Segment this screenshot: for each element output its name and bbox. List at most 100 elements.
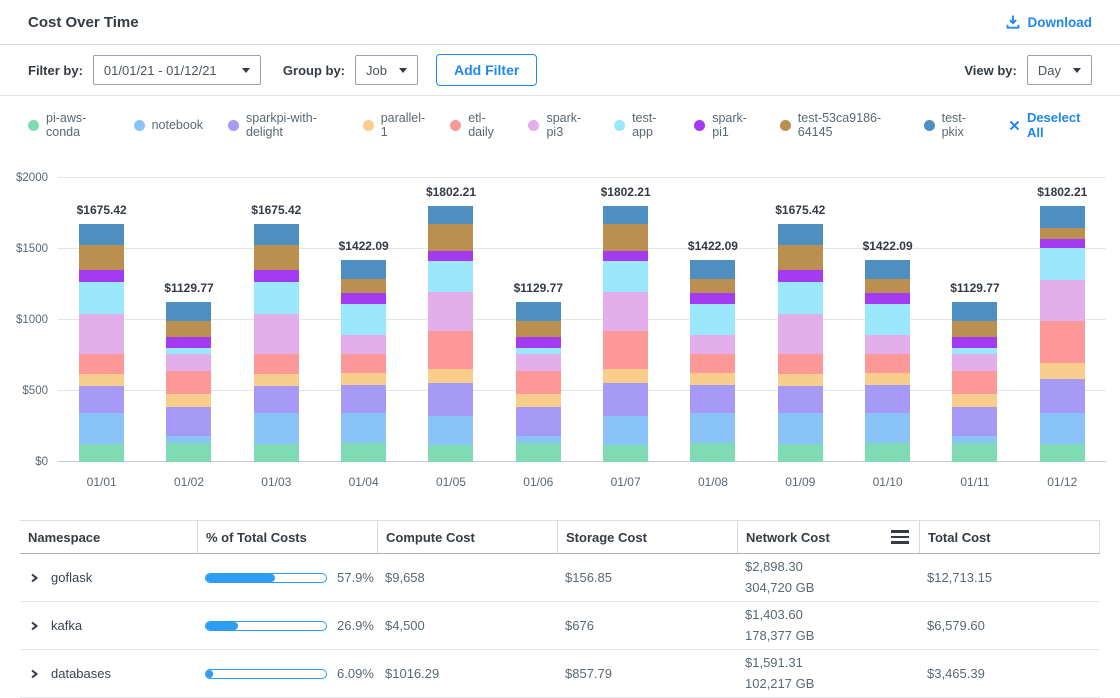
bar-segment-sparkpi-with-delight[interactable]: [690, 385, 735, 413]
stacked-bar-01/12[interactable]: [1040, 206, 1085, 462]
chevron-right-icon[interactable]: [28, 620, 40, 632]
bar-segment-test-pkix[interactable]: [778, 224, 823, 245]
bar-segment-parallel-1[interactable]: [341, 373, 386, 385]
bar-segment-spark-pi3[interactable]: [603, 292, 648, 331]
stacked-bar-01/09[interactable]: [778, 224, 823, 462]
bar-segment-test-53ca9186-64145[interactable]: [952, 321, 997, 337]
bar-segment-test-53ca9186-64145[interactable]: [516, 321, 561, 337]
bar-segment-test-pkix[interactable]: [603, 206, 648, 224]
bar-segment-test-pkix[interactable]: [79, 224, 124, 245]
bar-segment-test-app[interactable]: [254, 282, 299, 314]
bar-segment-sparkpi-with-delight[interactable]: [79, 386, 124, 413]
stacked-bar-01/01[interactable]: [79, 224, 124, 462]
legend-item-notebook[interactable]: notebook: [134, 118, 203, 132]
bar-segment-test-pkix[interactable]: [690, 260, 735, 279]
bar-segment-test-pkix[interactable]: [166, 302, 211, 321]
bar-segment-test-app[interactable]: [1040, 248, 1085, 279]
bar-segment-test-app[interactable]: [603, 261, 648, 293]
bar-segment-spark-pi3[interactable]: [516, 354, 561, 371]
bar-segment-spark-pi1[interactable]: [341, 293, 386, 304]
chevron-right-icon[interactable]: [28, 572, 40, 584]
bar-segment-test-53ca9186-64145[interactable]: [1040, 228, 1085, 239]
bar-segment-spark-pi1[interactable]: [166, 337, 211, 348]
bar-segment-spark-pi1[interactable]: [690, 293, 735, 304]
bar-segment-test-app[interactable]: [778, 282, 823, 314]
stacked-bar-01/10[interactable]: [865, 260, 910, 462]
bar-segment-spark-pi1[interactable]: [254, 270, 299, 282]
bar-segment-notebook[interactable]: [603, 416, 648, 445]
legend-item-etl-daily[interactable]: etl-daily: [450, 111, 503, 139]
bar-segment-sparkpi-with-delight[interactable]: [341, 385, 386, 413]
bar-segment-pi-aws-conda[interactable]: [516, 443, 561, 462]
bar-segment-spark-pi3[interactable]: [778, 314, 823, 354]
bar-segment-test-53ca9186-64145[interactable]: [341, 279, 386, 293]
bar-segment-spark-pi1[interactable]: [79, 270, 124, 282]
bar-segment-pi-aws-conda[interactable]: [778, 444, 823, 462]
bar-segment-spark-pi3[interactable]: [1040, 280, 1085, 322]
legend-item-test-app[interactable]: test-app: [614, 111, 669, 139]
stacked-bar-01/03[interactable]: [254, 224, 299, 462]
bar-segment-sparkpi-with-delight[interactable]: [428, 383, 473, 416]
bar-segment-test-53ca9186-64145[interactable]: [603, 224, 648, 252]
legend-item-test-53ca9186-64145[interactable]: test-53ca9186-64145: [780, 111, 899, 139]
bar-segment-test-app[interactable]: [690, 304, 735, 335]
bar-segment-spark-pi3[interactable]: [690, 335, 735, 354]
legend-item-pi-aws-conda[interactable]: pi-aws-conda: [28, 111, 109, 139]
bar-segment-parallel-1[interactable]: [690, 373, 735, 385]
bar-segment-pi-aws-conda[interactable]: [166, 443, 211, 462]
bar-segment-sparkpi-with-delight[interactable]: [778, 386, 823, 413]
bar-segment-etl-daily[interactable]: [690, 354, 735, 373]
bar-segment-test-pkix[interactable]: [1040, 206, 1085, 228]
bar-segment-parallel-1[interactable]: [254, 374, 299, 387]
bar-segment-parallel-1[interactable]: [865, 373, 910, 385]
bar-segment-test-53ca9186-64145[interactable]: [79, 245, 124, 270]
deselect-all-button[interactable]: Deselect All: [1009, 110, 1092, 140]
bar-segment-test-53ca9186-64145[interactable]: [166, 321, 211, 337]
stacked-bar-01/02[interactable]: [166, 302, 211, 462]
bar-segment-etl-daily[interactable]: [166, 371, 211, 394]
bar-segment-sparkpi-with-delight[interactable]: [1040, 379, 1085, 413]
bar-segment-spark-pi3[interactable]: [166, 354, 211, 371]
bar-segment-test-53ca9186-64145[interactable]: [865, 279, 910, 293]
stacked-bar-01/07[interactable]: [603, 206, 648, 462]
bar-segment-spark-pi1[interactable]: [778, 270, 823, 282]
bar-segment-pi-aws-conda[interactable]: [603, 445, 648, 462]
bar-segment-etl-daily[interactable]: [778, 354, 823, 374]
bar-segment-spark-pi3[interactable]: [341, 335, 386, 354]
bar-segment-spark-pi1[interactable]: [516, 337, 561, 348]
bar-segment-test-app[interactable]: [79, 282, 124, 314]
bar-segment-sparkpi-with-delight[interactable]: [254, 386, 299, 413]
bar-segment-spark-pi1[interactable]: [603, 251, 648, 260]
bar-segment-notebook[interactable]: [778, 413, 823, 444]
bar-segment-test-pkix[interactable]: [254, 224, 299, 245]
bar-segment-notebook[interactable]: [428, 416, 473, 445]
bar-segment-notebook[interactable]: [865, 413, 910, 443]
bar-segment-parallel-1[interactable]: [428, 369, 473, 383]
bar-segment-test-53ca9186-64145[interactable]: [254, 245, 299, 270]
bar-segment-pi-aws-conda[interactable]: [254, 444, 299, 462]
add-filter-button[interactable]: Add Filter: [436, 54, 537, 86]
bar-segment-spark-pi3[interactable]: [865, 335, 910, 354]
bar-segment-notebook[interactable]: [341, 413, 386, 443]
stacked-bar-01/06[interactable]: [516, 302, 561, 462]
bar-segment-etl-daily[interactable]: [341, 354, 386, 373]
stacked-bar-01/11[interactable]: [952, 302, 997, 462]
hamburger-icon[interactable]: [889, 528, 911, 546]
bar-segment-spark-pi3[interactable]: [79, 314, 124, 354]
bar-segment-sparkpi-with-delight[interactable]: [166, 407, 211, 436]
stacked-bar-01/05[interactable]: [428, 206, 473, 462]
bar-segment-spark-pi1[interactable]: [865, 293, 910, 304]
bar-segment-test-app[interactable]: [865, 304, 910, 335]
bar-segment-pi-aws-conda[interactable]: [865, 443, 910, 462]
bar-segment-test-53ca9186-64145[interactable]: [428, 224, 473, 252]
bar-segment-pi-aws-conda[interactable]: [428, 445, 473, 462]
bar-segment-test-pkix[interactable]: [516, 302, 561, 321]
download-button[interactable]: Download: [1005, 14, 1093, 30]
bar-segment-spark-pi1[interactable]: [428, 251, 473, 260]
bar-segment-parallel-1[interactable]: [778, 374, 823, 387]
bar-segment-spark-pi3[interactable]: [952, 354, 997, 371]
bar-segment-parallel-1[interactable]: [603, 369, 648, 383]
bar-segment-etl-daily[interactable]: [952, 371, 997, 394]
bar-segment-notebook[interactable]: [690, 413, 735, 443]
chevron-right-icon[interactable]: [28, 668, 40, 680]
